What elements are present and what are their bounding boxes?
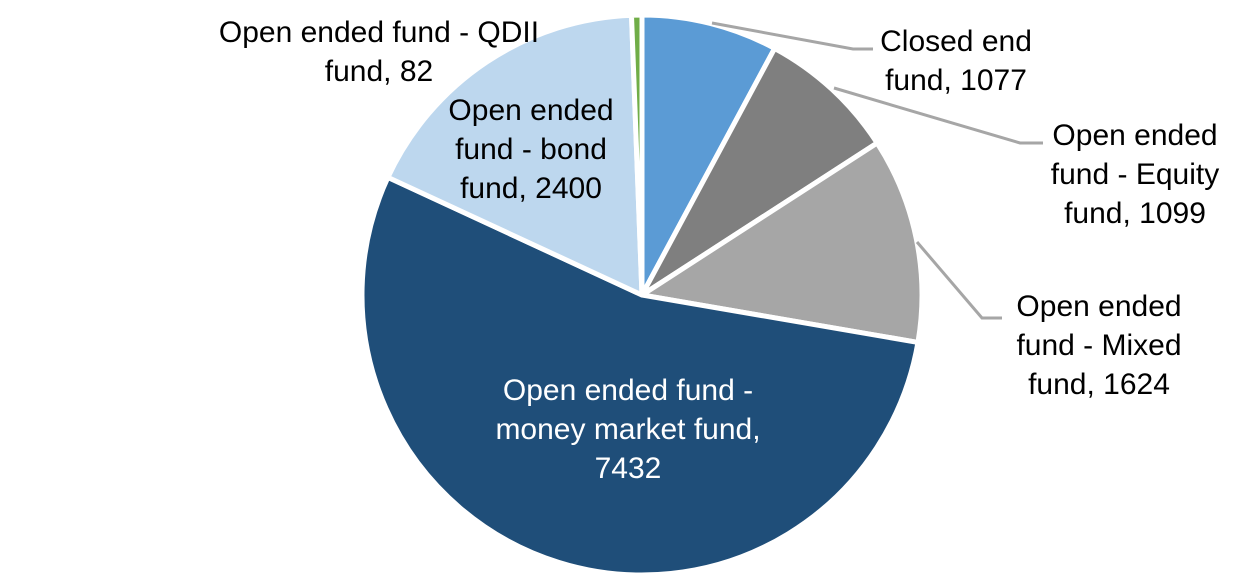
pie-slice-closed-end-fund [639, 12, 778, 298]
pie-slice-qdii-fund [628, 12, 645, 298]
pie-slice-bond-fund [385, 12, 645, 298]
label-equity-fund: Open ended fund - Equity fund, 1099 [1050, 119, 1220, 230]
label-closed-end-fund: Closed end fund, 1077 [880, 25, 1032, 97]
label-qdii-fund: Open ended fund - QDII fund, 82 [218, 16, 540, 88]
leader-line-closed-end-fund [711, 21, 873, 51]
leader-lines [711, 21, 1043, 320]
pie-slice-equity-fund [639, 45, 880, 298]
pie-slice-money-market-fund [359, 174, 921, 578]
label-bond-fund: Open ended fund - bond fund, 2400 [448, 94, 614, 205]
label-money-market-fund: Open ended fund - money market fund, 743… [495, 374, 761, 485]
leader-line-mixed-fund [915, 241, 1002, 320]
leader-line-equity-fund [833, 86, 1043, 145]
pie-slices [359, 12, 925, 578]
pie-slice-mixed-fund [639, 140, 925, 345]
label-mixed-fund: Open ended fund - Mixed fund, 1624 [1016, 290, 1182, 401]
